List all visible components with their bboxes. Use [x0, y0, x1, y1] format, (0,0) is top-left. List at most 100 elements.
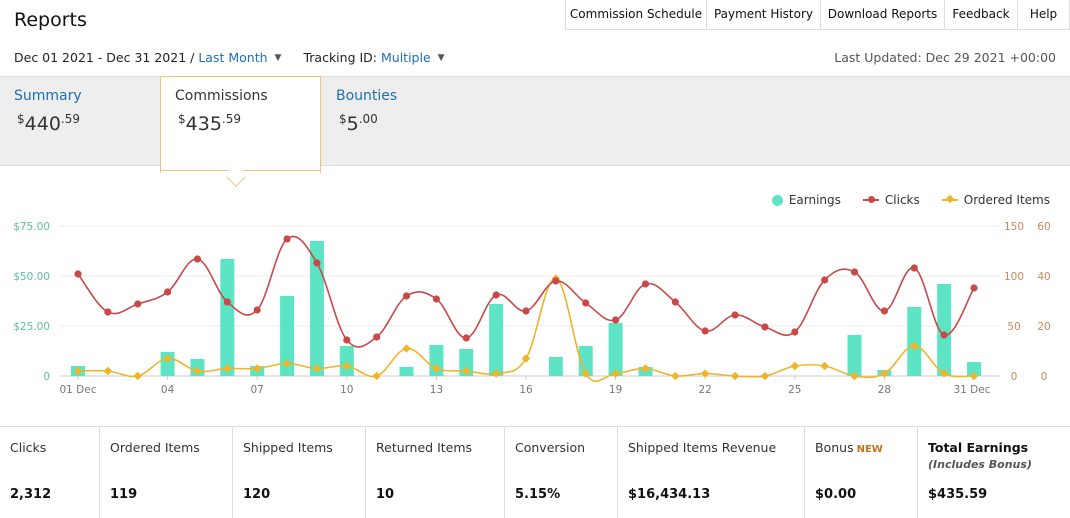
clicks-point: [641, 280, 650, 288]
clicks-point: [193, 255, 202, 263]
stat-shipped-revenue: Shipped Items Revenue $16,434.13: [618, 427, 805, 518]
earnings-chart: Earnings Clicks Ordered Items $75.00 150 6…: [0, 185, 1070, 415]
tab-summary[interactable]: Summary $440.59: [0, 77, 160, 167]
clicks-point: [104, 308, 112, 316]
clicks-point: [671, 298, 679, 306]
ordered-items-point: [700, 369, 710, 378]
ordered-items-point: [73, 366, 83, 376]
y-right2-tick-label: 20: [1037, 321, 1050, 333]
nav-feedback[interactable]: Feedback: [945, 0, 1018, 30]
clicks-point: [223, 298, 231, 306]
clicks-point: [791, 328, 799, 336]
clicks-point: [134, 300, 142, 308]
ordered-items-point: [193, 366, 202, 376]
nav-help[interactable]: Help: [1018, 0, 1070, 30]
y-right2-tick-label: 60: [1037, 221, 1050, 233]
ordered-items-point: [939, 369, 949, 378]
earnings-bar: [489, 304, 504, 376]
clicks-point: [253, 306, 261, 314]
y-right2-tick-label: 0: [1041, 371, 1048, 383]
nav-download-reports[interactable]: Download Reports: [821, 0, 945, 30]
earnings-bar: [280, 296, 295, 376]
tab-bounties[interactable]: Bounties $5.00: [322, 77, 482, 167]
clicks-line: [77, 235, 975, 348]
x-tick-label: 01 Dec: [59, 384, 96, 396]
tab-commissions-value: $435.59: [178, 112, 241, 135]
earnings-bar: [578, 346, 593, 376]
ordered-items-point: [581, 369, 590, 378]
y-right1-tick-label: 150: [1004, 221, 1024, 233]
y-left-tick-label: $25.00: [13, 321, 50, 333]
tracking-id-label: Tracking ID:: [303, 50, 378, 65]
earnings-bar: [608, 323, 623, 376]
y-right1-tick-label: 100: [1004, 271, 1024, 283]
clicks-point: [492, 291, 500, 299]
clicks-point: [313, 259, 321, 267]
clicks-point: [970, 284, 978, 292]
earnings-bar: [220, 259, 235, 376]
y-left-tick-label: $50.00: [13, 271, 50, 283]
tab-bounties-label: Bounties: [336, 88, 398, 104]
clicks-point: [731, 311, 739, 319]
earnings-bar: [907, 307, 922, 376]
nav-payment-history[interactable]: Payment History: [707, 0, 821, 30]
nav-commission-schedule[interactable]: Commission Schedule: [566, 0, 707, 30]
tab-summary-value: $440.59: [17, 112, 80, 135]
page-title: Reports: [14, 9, 87, 31]
clicks-point: [74, 270, 82, 278]
tracking-id-chevron-down-icon[interactable]: ▼: [437, 52, 445, 63]
ordered-items-point: [342, 361, 352, 371]
x-tick-label: 25: [788, 384, 801, 396]
clicks-swatch-icon: [862, 196, 879, 203]
legend-earnings[interactable]: Earnings: [771, 193, 841, 207]
ordered-items-line: [77, 277, 975, 383]
x-tick-label: 31 Dec: [953, 384, 990, 396]
ordered-items-point: [611, 369, 620, 378]
ordered-items-point: [760, 371, 770, 381]
legend-clicks[interactable]: Clicks: [862, 193, 920, 207]
ordered-items-point: [671, 371, 680, 381]
x-tick-label: 07: [251, 384, 264, 396]
clicks-point: [402, 292, 411, 300]
earnings-bar: [459, 349, 474, 376]
stat-total-earnings: Total Earnings (Includes Bonus) $435.59: [928, 440, 1032, 502]
stat-bonus: Bonus NEW $0.00: [805, 427, 918, 518]
ordered-items-point: [880, 369, 889, 378]
earnings-bar: [967, 362, 981, 376]
earnings-bar: [309, 241, 324, 376]
earnings-bar: [847, 335, 862, 376]
report-tabs: Summary $440.59 Commissions $435.59 Boun…: [0, 76, 1070, 173]
stat-conversion: Conversion 5.15%: [505, 427, 618, 518]
ordered-items-point: [790, 361, 800, 371]
ordered-items-point: [491, 369, 501, 378]
clicks-point: [343, 336, 351, 344]
clicks-point: [701, 327, 709, 335]
chart-legend: Earnings Clicks Ordered Items: [750, 193, 1050, 207]
x-tick-label: 28: [878, 384, 891, 396]
tracking-id-select[interactable]: Multiple: [381, 50, 431, 65]
tab-underline-left: [160, 170, 229, 171]
stats-row: Clicks 2,312 Ordered Items 119 Shipped I…: [0, 426, 1070, 518]
tab-commissions[interactable]: Commissions $435.59: [160, 76, 321, 173]
y-right1-tick-label: 0: [1011, 371, 1018, 383]
x-tick-label: 16: [519, 384, 533, 396]
tab-underline-right: [243, 170, 320, 171]
filter-bar: Dec 01 2021 - Dec 31 2021 / Last Month ▼…: [14, 50, 467, 65]
tab-bounties-value: $5.00: [339, 112, 378, 135]
earnings-swatch-icon: [771, 194, 783, 206]
stat-ordered-items: Ordered Items 119: [100, 427, 233, 518]
date-range-chevron-down-icon[interactable]: ▼: [274, 52, 282, 63]
tab-summary-label: Summary: [14, 88, 82, 104]
ordered-items-point: [969, 371, 979, 381]
clicks-point: [612, 316, 620, 324]
legend-ordered-items[interactable]: Ordered Items: [941, 193, 1050, 207]
ordered-items-point: [133, 371, 142, 381]
ordered-items-point: [521, 354, 531, 363]
last-updated: Last Updated: Dec 29 2021 +00:00: [834, 50, 1056, 65]
ordered-items-point: [402, 344, 411, 353]
date-range-preset[interactable]: Last Month: [198, 50, 268, 65]
ordered-items-point: [850, 371, 859, 381]
clicks-point: [582, 299, 590, 307]
new-badge: NEW: [856, 444, 883, 455]
y-left-tick-label: $75.00: [13, 221, 50, 233]
